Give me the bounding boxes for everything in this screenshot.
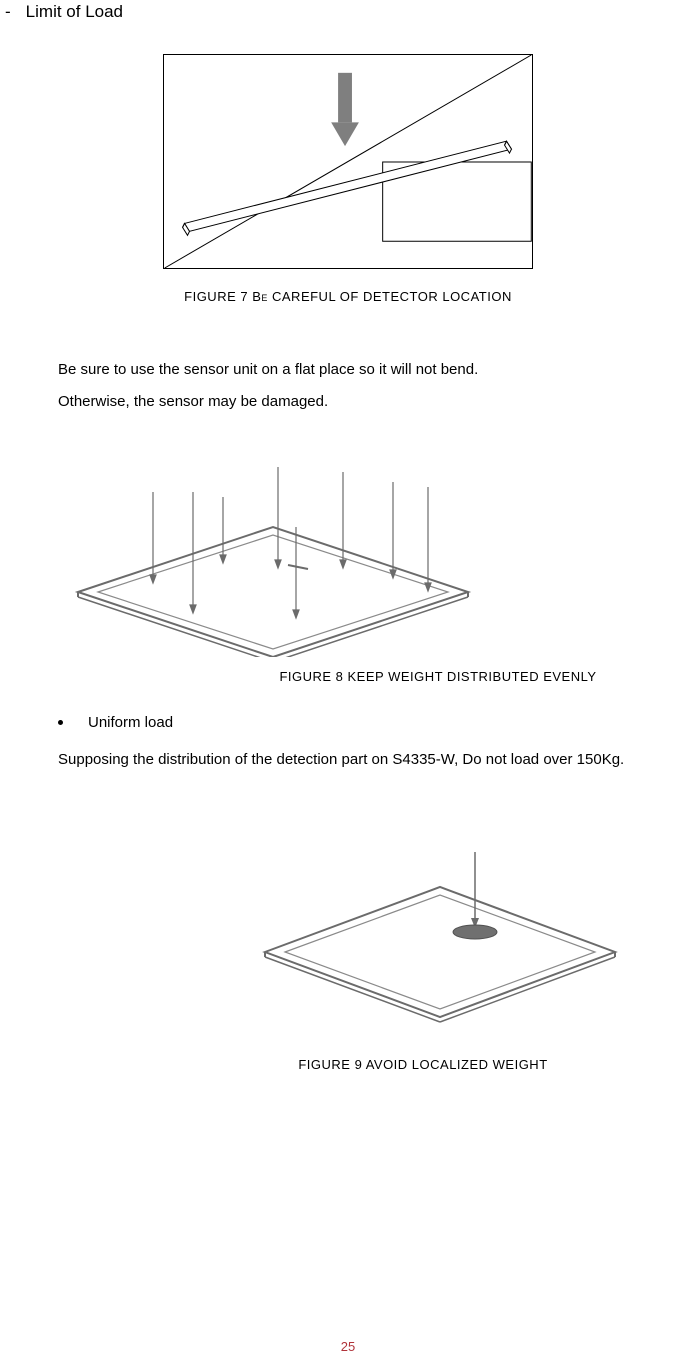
uniform-load-bullet: Uniform load <box>58 714 696 731</box>
page-header: - Limit of Load <box>5 0 696 22</box>
paragraph-1: Be sure to use the sensor unit on a flat… <box>58 354 666 386</box>
bullet-dot-icon <box>58 720 63 725</box>
figure-8-svg <box>58 457 488 657</box>
figure-7-caption-text: FIGURE 7 Be CAREFUL OF DETECTOR LOCATION <box>184 289 512 304</box>
figure-9-caption: FIGURE 9 AVOID LOCALIZED WEIGHT <box>0 1057 696 1072</box>
page-number: 25 <box>341 1339 355 1354</box>
header-dash: - <box>5 2 11 22</box>
figure-7-box <box>163 54 533 269</box>
paragraph-2: Otherwise, the sensor may be damaged. <box>58 386 666 418</box>
figure-9-caption-text: FIGURE 9 AVOID LOCALIZED WEIGHT <box>298 1057 547 1072</box>
figure-9-container <box>250 832 630 1032</box>
figure-8-container <box>58 457 488 657</box>
section-title: Limit of Load <box>26 2 123 22</box>
figure-8-caption: FIGURE 8 KEEP WEIGHT DISTRIBUTED EVENLY <box>0 669 696 684</box>
bullet-label: Uniform load <box>88 714 173 731</box>
supposing-text: Supposing the distribution of the detect… <box>58 749 686 772</box>
figure-9-svg <box>250 832 630 1032</box>
figure-7-svg <box>164 55 532 268</box>
figure-8-caption-text: FIGURE 8 KEEP WEIGHT DISTRIBUTED EVENLY <box>279 669 596 684</box>
figure-7-caption: FIGURE 7 Be CAREFUL OF DETECTOR LOCATION <box>0 289 696 304</box>
